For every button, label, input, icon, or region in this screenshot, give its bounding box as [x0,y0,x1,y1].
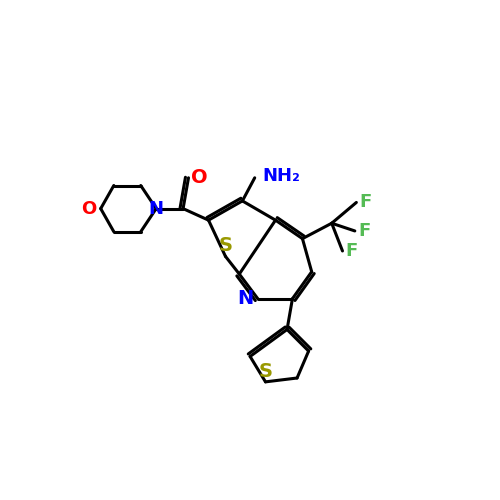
Text: N: N [148,200,164,218]
Text: F: F [346,242,358,260]
Text: S: S [258,362,272,380]
Text: F: F [358,222,370,240]
Text: O: O [81,200,96,218]
Text: F: F [360,194,372,212]
Text: O: O [191,168,208,188]
Text: NH₂: NH₂ [262,168,300,186]
Text: N: N [238,289,254,308]
Text: S: S [218,236,232,255]
